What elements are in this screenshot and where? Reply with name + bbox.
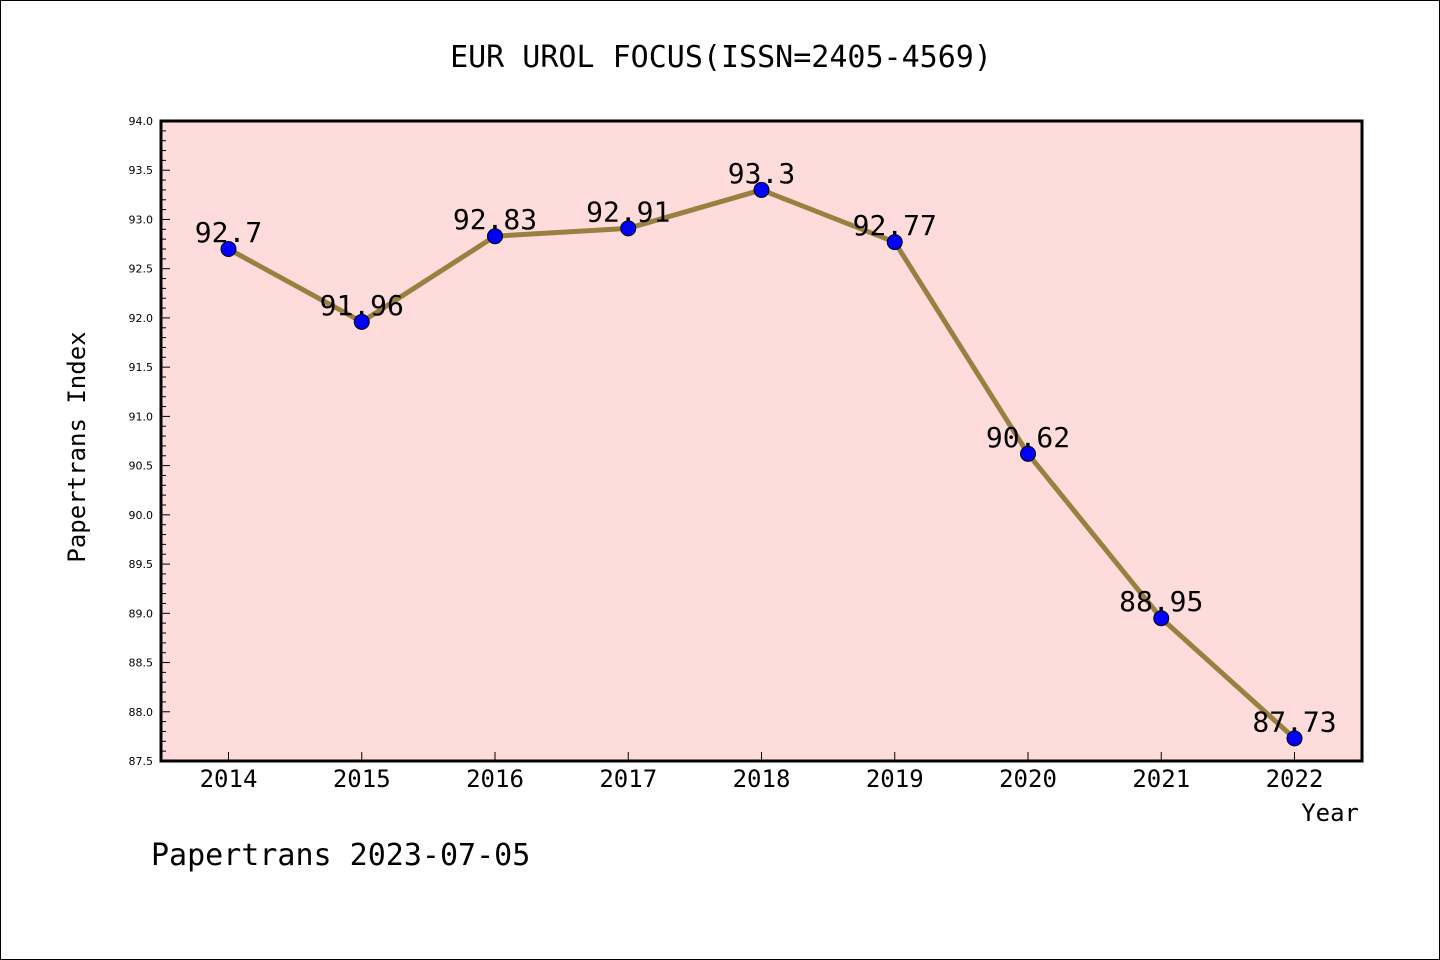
- x-tick-label: 2021: [1132, 765, 1190, 793]
- data-point: [220, 241, 237, 257]
- data-label: 92.83: [453, 203, 537, 236]
- chart-title: EUR UROL FOCUS(ISSN=2405-4569): [450, 40, 992, 75]
- data-point: [353, 313, 370, 330]
- data-label: 91.96: [320, 289, 404, 322]
- x-axis: 2014 2015 2016 2017 2018 2019 2020 2021 2022: [200, 752, 1324, 793]
- data-point: [1153, 610, 1170, 627]
- x-tick-label: 2022: [1266, 765, 1324, 793]
- data-point: [620, 220, 637, 237]
- y-axis: 87.5 88.0 88.5 89.0 89.5 90.0 90.5 91.0 91.5 92.0…: [129, 115, 170, 768]
- data-label: 88.95: [1119, 585, 1203, 618]
- data-point: [1286, 730, 1303, 747]
- y-axis-label: Papertrans Index: [63, 331, 91, 562]
- data-label: 92.77: [853, 209, 937, 242]
- data-label: 87.73: [1252, 705, 1336, 738]
- series-line-group: 92.7 91.96 92.83 92.91 93.3 92.77 90.62 88.95 87…: [195, 157, 1337, 747]
- x-tick-label: 2015: [333, 765, 391, 793]
- y-tick-label: 92.5: [129, 263, 154, 276]
- x-axis-label: Year: [1301, 799, 1359, 827]
- data-label: 92.7: [195, 216, 262, 249]
- y-tick-label: 91.5: [129, 361, 154, 374]
- x-tick-label: 2019: [866, 765, 924, 793]
- y-tick-label: 88.5: [129, 657, 154, 670]
- y-tick-label: 90.0: [129, 509, 154, 522]
- data-label: 90.62: [986, 421, 1070, 454]
- x-tick-label: 2016: [466, 765, 524, 793]
- y-tick-label: 93.5: [129, 164, 154, 177]
- y-tick-label: 88.0: [129, 706, 154, 719]
- y-tick-label: 92.0: [129, 312, 154, 325]
- data-point: [753, 181, 770, 198]
- footer-text: Papertrans 2023-07-05: [151, 838, 530, 873]
- y-tick-label: 94.0: [129, 115, 154, 128]
- data-point: [1020, 445, 1036, 462]
- x-tick-label: 2017: [599, 765, 657, 793]
- data-label: 93.3: [728, 157, 795, 190]
- y-tick-label: 89.0: [129, 607, 154, 620]
- plot-area: [159, 119, 1364, 763]
- y-tick-label: 89.5: [129, 558, 154, 571]
- x-tick-label: 2018: [733, 765, 791, 793]
- data-label: 92.91: [586, 195, 670, 228]
- y-tick-label: 87.5: [129, 755, 154, 768]
- data-point: [487, 228, 503, 245]
- y-tick-label: 93.0: [129, 213, 154, 226]
- y-tick-label: 91.0: [129, 410, 154, 423]
- y-tick-label: 90.5: [129, 460, 154, 473]
- x-tick-label: 2020: [999, 765, 1057, 793]
- data-point: [886, 234, 903, 251]
- x-tick-label: 2014: [200, 765, 258, 793]
